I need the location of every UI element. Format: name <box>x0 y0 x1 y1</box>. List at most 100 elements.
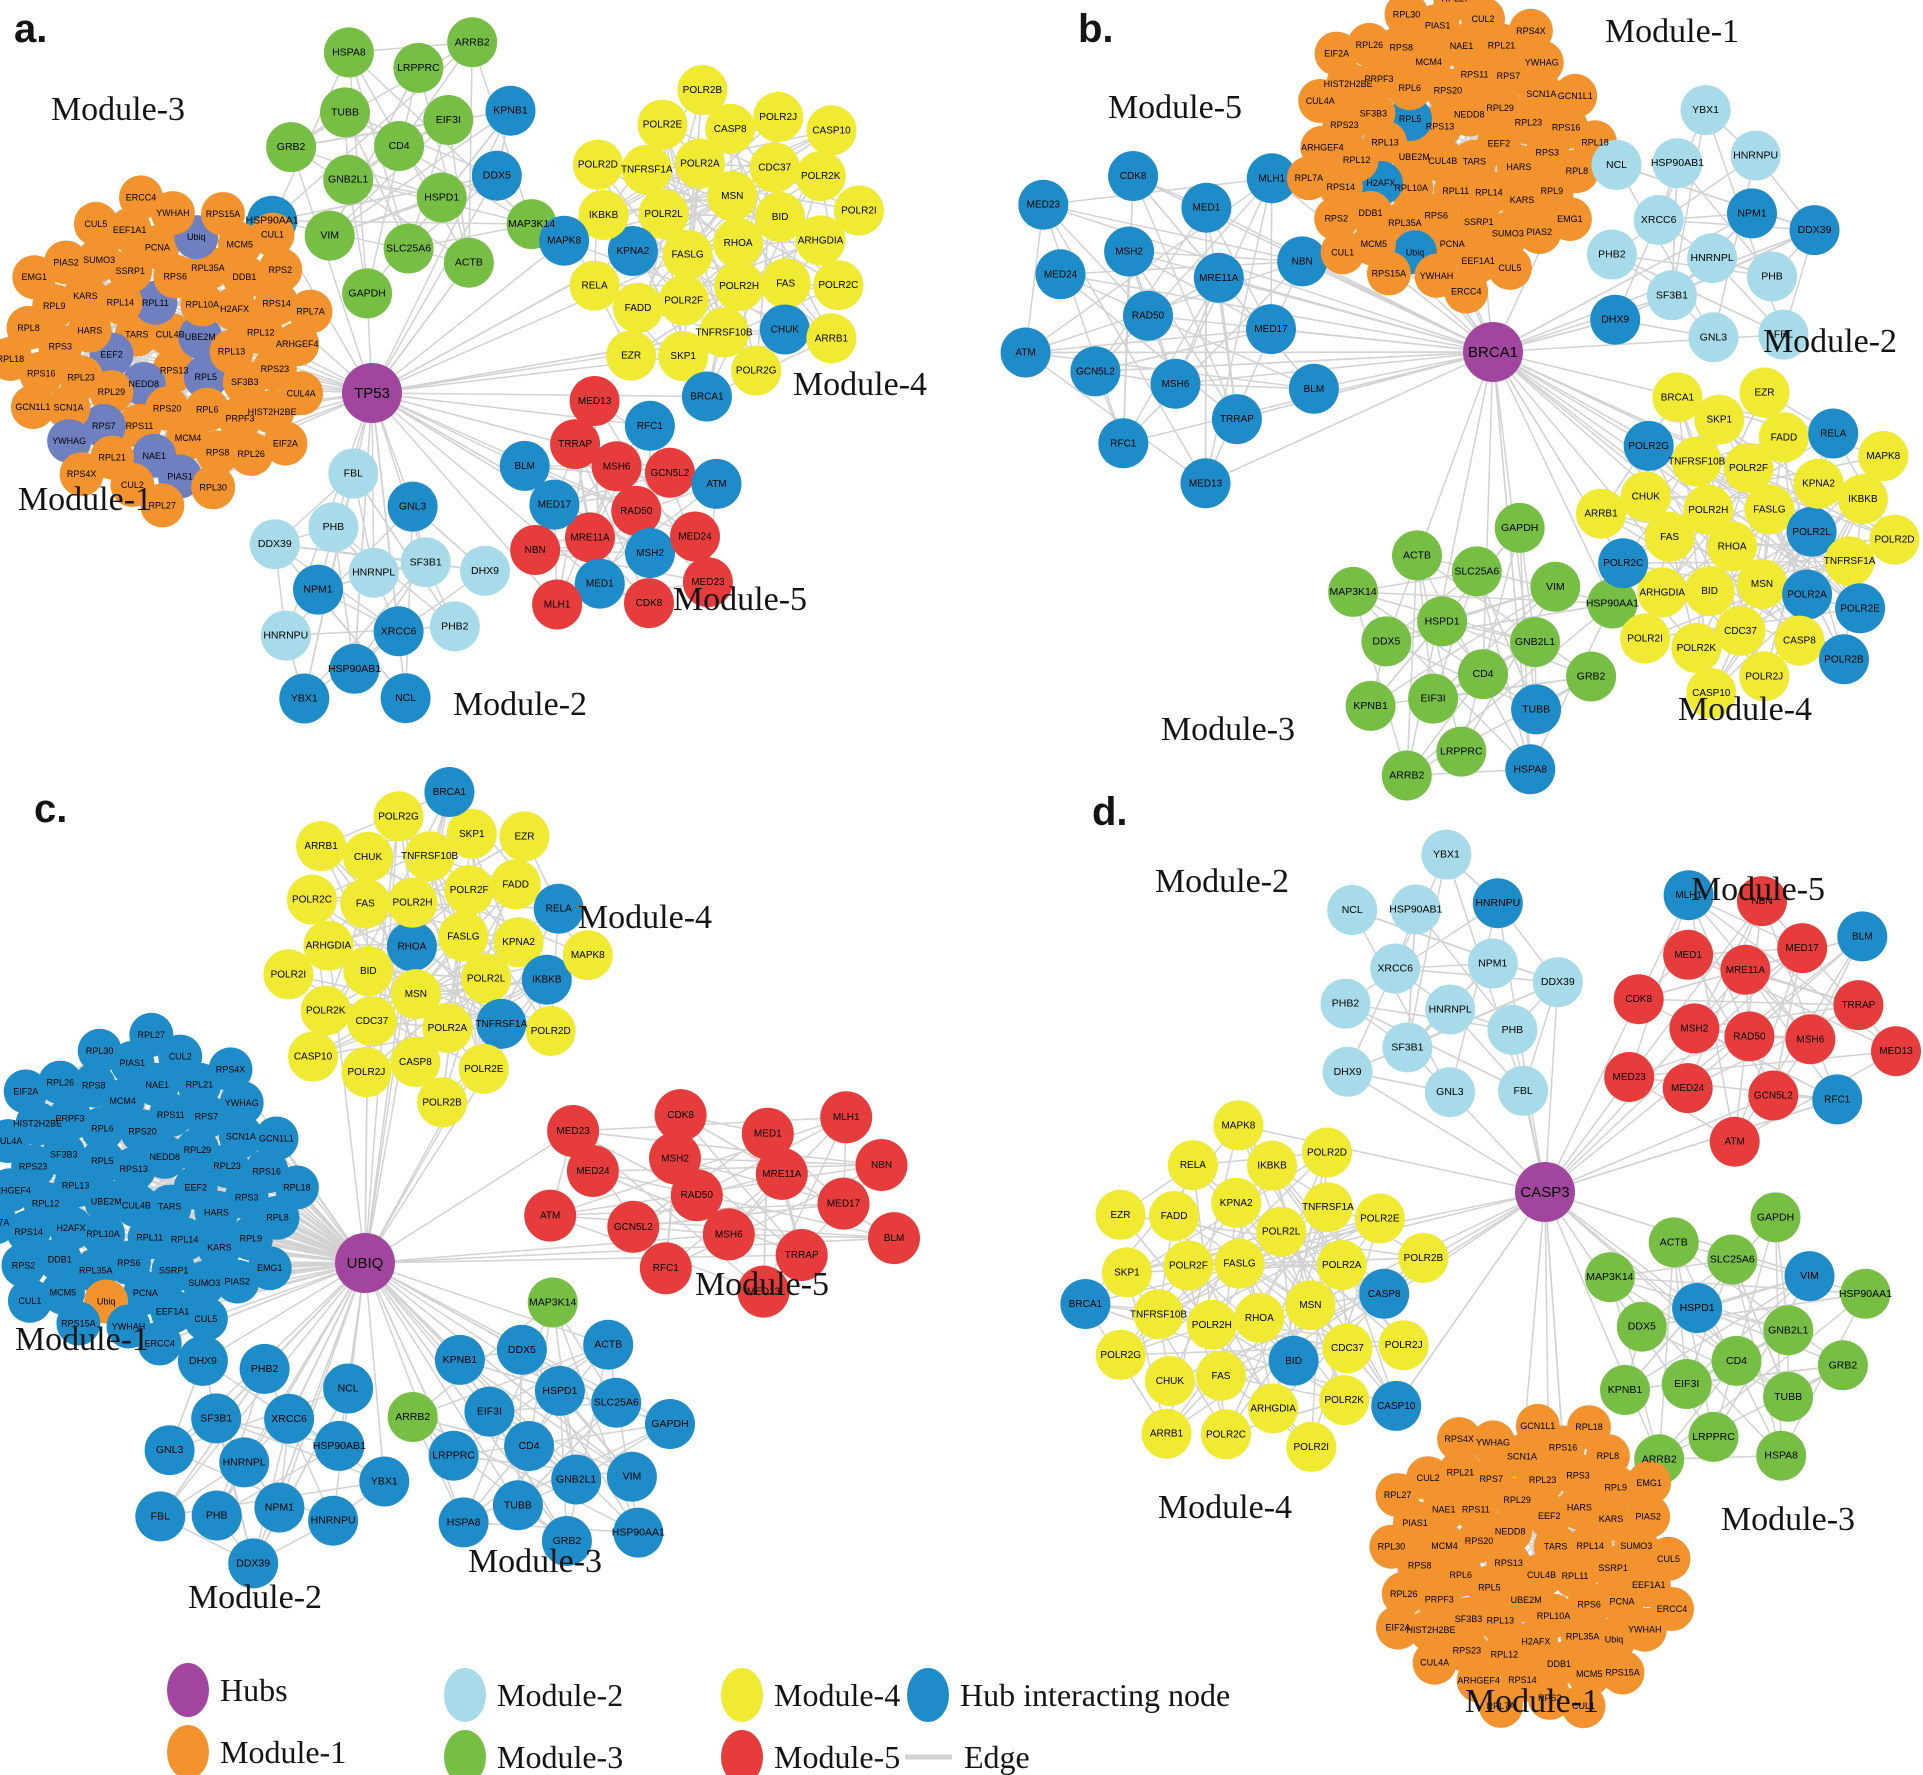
node-FBL[interactable] <box>135 1491 186 1542</box>
node-RPL7A[interactable] <box>288 289 333 334</box>
node-DDX5[interactable] <box>1361 616 1412 667</box>
node-LRPPRC[interactable] <box>1688 1411 1739 1462</box>
node-MED23[interactable] <box>682 557 733 608</box>
node-ARHGEF4[interactable] <box>0 1168 32 1213</box>
node-ACTB[interactable] <box>443 237 494 288</box>
node-HIST2H2BE[interactable] <box>1409 1607 1453 1652</box>
node-FADD[interactable] <box>1149 1191 1200 1241</box>
node-RPL10A[interactable] <box>180 282 225 327</box>
node-YBX1[interactable] <box>359 1456 410 1507</box>
node-MED17[interactable] <box>529 479 580 530</box>
node-ERCC4[interactable] <box>137 1321 182 1366</box>
node-SKP1[interactable] <box>658 331 709 382</box>
node-SUMO3[interactable] <box>77 237 122 282</box>
node-CASP10[interactable] <box>1371 1380 1422 1431</box>
node-YBX1[interactable] <box>279 673 330 724</box>
node-TNFRSF1A[interactable] <box>1302 1182 1353 1233</box>
node-NPM1[interactable] <box>293 564 343 615</box>
node-RFC1[interactable] <box>1812 1074 1863 1125</box>
node-SF3B1[interactable] <box>191 1393 242 1444</box>
node-TNFRSF1A[interactable] <box>621 144 672 195</box>
node-EMG1[interactable] <box>12 255 57 300</box>
node-BLM[interactable] <box>1837 911 1888 962</box>
node-MSH6[interactable] <box>1785 1014 1836 1065</box>
node-RFC1[interactable] <box>624 400 675 451</box>
node-RPL18[interactable] <box>1567 1405 1611 1450</box>
node-PHB2[interactable] <box>429 601 480 652</box>
node-RFC1[interactable] <box>1098 418 1149 469</box>
node-RPS4X[interactable] <box>59 452 104 497</box>
node-HSPD1[interactable] <box>1417 596 1468 647</box>
node-SCN1A[interactable] <box>218 1114 263 1159</box>
node-POLR2A[interactable] <box>422 1002 473 1053</box>
node-RPL30[interactable] <box>1369 1524 1414 1569</box>
node-MAP3K14[interactable] <box>1584 1252 1635 1303</box>
node-MED23[interactable] <box>1604 1052 1655 1102</box>
node-KPNB1[interactable] <box>434 1334 485 1385</box>
node-RPS4X[interactable] <box>1437 1417 1482 1462</box>
node-RPL27[interactable] <box>1375 1473 1420 1518</box>
node-POLR2H[interactable] <box>1186 1299 1237 1350</box>
node-CDK8[interactable] <box>1613 974 1664 1025</box>
node-TRRAP[interactable] <box>550 419 601 470</box>
node-NBN[interactable] <box>1737 876 1787 927</box>
node-RPL30[interactable] <box>191 465 236 510</box>
node-HNRNPL[interactable] <box>1687 233 1738 284</box>
node-CHUK[interactable] <box>759 304 810 355</box>
node-KPNA2[interactable] <box>1211 1177 1262 1228</box>
node-RPS2[interactable] <box>258 247 303 292</box>
node-EMG1[interactable] <box>247 1246 292 1291</box>
node-VIM[interactable] <box>304 210 355 261</box>
node-NCL[interactable] <box>380 673 431 724</box>
node-FADD[interactable] <box>613 282 663 333</box>
node-EZR[interactable] <box>1095 1189 1146 1240</box>
node-MED24[interactable] <box>1662 1063 1713 1114</box>
node-PHB2[interactable] <box>1586 229 1637 280</box>
node-HNRNPU[interactable] <box>260 610 311 661</box>
node-RPS4X[interactable] <box>1508 8 1553 53</box>
node-HSP90AA1[interactable] <box>1587 578 1638 629</box>
node-KPNB1[interactable] <box>1345 680 1396 731</box>
node-FAS[interactable] <box>340 878 391 929</box>
node-SUMO3[interactable] <box>182 1260 227 1305</box>
node-MAPK8[interactable] <box>1213 1100 1264 1151</box>
node-HNRNPL[interactable] <box>219 1437 270 1488</box>
node-RELA[interactable] <box>533 883 584 934</box>
node-RPS8[interactable] <box>71 1063 116 1108</box>
node-GNB2L1[interactable] <box>1510 617 1560 668</box>
node-POLR2B[interactable] <box>677 65 728 115</box>
node-ARRB1[interactable] <box>1576 488 1626 539</box>
node-HSPA8[interactable] <box>438 1497 489 1548</box>
node-DDX5[interactable] <box>496 1324 547 1375</box>
node-DHX9[interactable] <box>460 545 510 596</box>
node-MAPK8[interactable] <box>539 215 590 266</box>
node-FASLG[interactable] <box>1214 1238 1265 1289</box>
node-CUL4A[interactable] <box>1298 79 1343 123</box>
node-BRCA1[interactable] <box>1652 372 1703 423</box>
node-HSPA8[interactable] <box>1756 1430 1807 1481</box>
node-HNRNPL[interactable] <box>1425 984 1476 1035</box>
node-MED23[interactable] <box>547 1105 600 1157</box>
node-HSP90AB1[interactable] <box>329 643 380 694</box>
node-PRPF3[interactable] <box>48 1096 92 1141</box>
node-GNL3[interactable] <box>387 481 438 532</box>
node-HSP90AA1[interactable] <box>613 1507 664 1558</box>
node-BLM[interactable] <box>499 440 550 491</box>
node-TRRAP[interactable] <box>1211 394 1262 445</box>
node-GCN5L2[interactable] <box>1070 346 1121 397</box>
node-BRCA1[interactable] <box>681 371 732 422</box>
node-PHB[interactable] <box>1747 251 1797 302</box>
node-HSP90AB1[interactable] <box>314 1420 365 1471</box>
node-MED24[interactable] <box>670 511 720 562</box>
node-SKP1[interactable] <box>1101 1247 1152 1298</box>
node-CUL5[interactable] <box>73 201 118 246</box>
node-BRCA1[interactable] <box>1060 1279 1111 1329</box>
node-GNL3[interactable] <box>144 1425 195 1476</box>
node-BID[interactable] <box>343 945 394 996</box>
node-MED13[interactable] <box>737 1265 790 1318</box>
node-NBN[interactable] <box>510 525 561 575</box>
node-POLR2K[interactable] <box>795 151 846 201</box>
node-POLR2L[interactable] <box>1786 506 1837 557</box>
node-VIM[interactable] <box>1784 1251 1835 1302</box>
node-CUL4A[interactable] <box>279 371 324 416</box>
